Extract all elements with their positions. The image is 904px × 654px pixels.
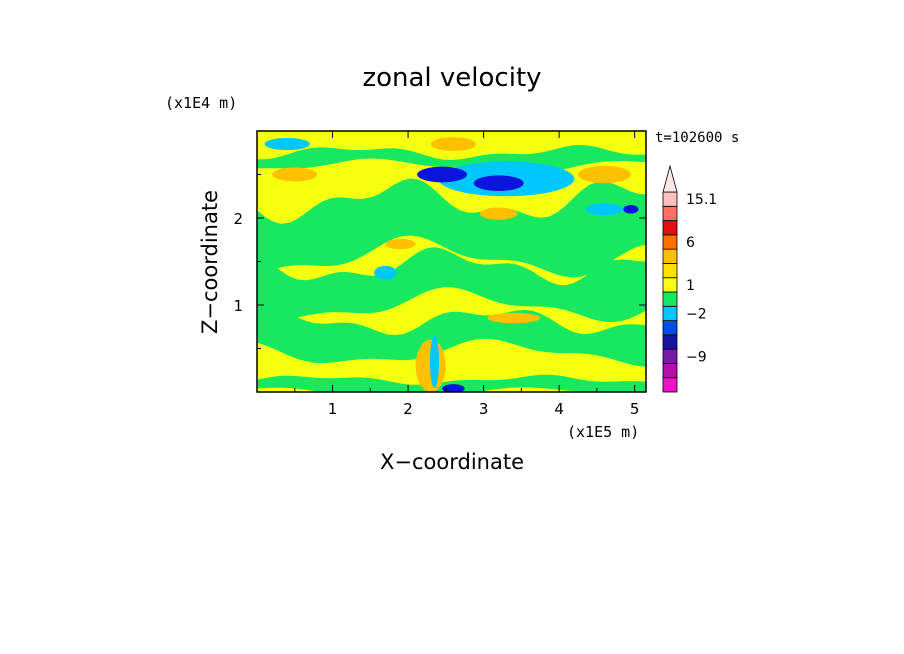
x-axis-label: X−coordinate: [380, 450, 524, 474]
contour-band: [257, 178, 646, 278]
y-unit-label: (x1E4 m): [165, 94, 237, 112]
x-tick-label: 3: [479, 400, 489, 418]
colorbar-segment: [662, 334, 678, 350]
x-tick-label: 4: [554, 400, 564, 418]
x-tick-label: 2: [403, 400, 413, 418]
colorbar-segment: [662, 220, 678, 236]
contour-band: [257, 305, 646, 367]
colorbar-segment: [662, 348, 678, 364]
colorbar-segment: [662, 234, 678, 250]
colorbar-segment: [662, 305, 678, 321]
colorbar-segment: [662, 291, 678, 307]
contour-blob: [479, 207, 518, 220]
colorbar-tick-label: −9: [686, 349, 707, 365]
x-tick-label: 1: [328, 400, 338, 418]
y-axis-label: Z−coordinate: [198, 190, 222, 334]
colorbar-tick-label: 15.1: [686, 192, 717, 208]
colorbar-segment: [662, 377, 678, 393]
contour-blob: [417, 166, 467, 183]
colorbar-segment: [662, 205, 678, 221]
colorbar-segment: [662, 363, 678, 379]
colorbar: −9 −2 1 6 15.1: [662, 164, 717, 393]
contour-band: [257, 247, 646, 323]
colorbar-tick-label: 6: [686, 235, 695, 251]
contour-blob: [578, 165, 631, 184]
contour-blob: [385, 238, 416, 250]
contour-blob: [429, 335, 440, 388]
contour-blob: [585, 203, 624, 216]
contour-blob: [487, 312, 541, 324]
contour-blob: [442, 384, 465, 392]
x-axis-ticks: 1 2 3 4 5: [294, 131, 640, 418]
time-label: t=102600 s: [655, 130, 739, 146]
contour-field: [257, 131, 646, 392]
chart-title: zonal velocity: [362, 63, 541, 93]
y-tick-label: 1: [233, 297, 243, 315]
contour-blob: [473, 175, 524, 192]
contour-blob: [264, 137, 310, 151]
y-axis-ticks: 12: [233, 174, 646, 349]
contour-blob: [430, 137, 477, 152]
colorbar-tick-label: 1: [686, 278, 695, 294]
contour-blob: [623, 204, 639, 214]
contour-blob: [272, 167, 318, 182]
x-unit-label: (x1E5 m): [567, 423, 639, 441]
colorbar-tick-label: −2: [686, 306, 707, 322]
colorbar-segment: [662, 277, 678, 293]
contour-blob: [374, 265, 397, 280]
contour-band: [257, 374, 646, 392]
x-tick-label: 5: [630, 400, 640, 418]
colorbar-segment: [662, 320, 678, 336]
colorbar-extend-triangle: [662, 164, 678, 193]
colorbar-segment: [662, 263, 678, 279]
colorbar-segment: [662, 248, 678, 264]
colorbar-segment: [662, 191, 678, 207]
y-tick-label: 2: [233, 210, 243, 228]
